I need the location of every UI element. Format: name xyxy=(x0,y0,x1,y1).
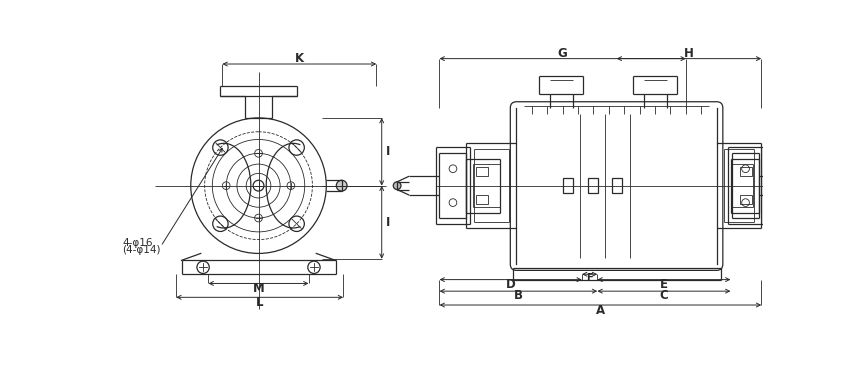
Text: A: A xyxy=(596,304,605,317)
Text: D: D xyxy=(506,278,516,291)
Text: L: L xyxy=(256,296,264,309)
Bar xyxy=(563,178,573,193)
Text: H: H xyxy=(684,47,694,60)
Circle shape xyxy=(337,180,347,191)
Text: I: I xyxy=(387,145,391,158)
Text: I: I xyxy=(387,216,391,229)
Bar xyxy=(740,167,752,176)
Circle shape xyxy=(805,182,813,189)
Bar xyxy=(740,195,752,204)
Text: E: E xyxy=(660,278,668,291)
Text: F: F xyxy=(586,273,593,283)
Text: 4-φ16: 4-φ16 xyxy=(122,238,153,248)
Bar xyxy=(476,195,488,204)
Text: (4-φ14): (4-φ14) xyxy=(122,245,161,255)
Text: G: G xyxy=(558,47,568,60)
Text: B: B xyxy=(514,289,523,302)
Text: C: C xyxy=(660,289,668,302)
Text: M: M xyxy=(252,282,264,295)
Bar xyxy=(612,178,622,193)
Circle shape xyxy=(394,182,401,189)
Bar xyxy=(587,178,598,193)
Bar xyxy=(476,167,488,176)
Text: K: K xyxy=(295,52,304,65)
